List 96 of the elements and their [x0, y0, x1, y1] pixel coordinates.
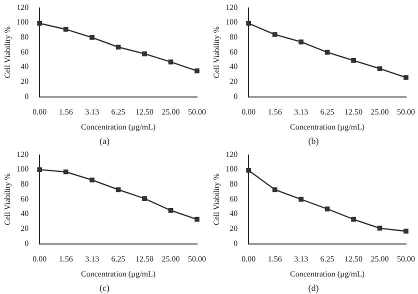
x-tick-label: 12.50 — [136, 254, 154, 264]
text: (b) — [307, 136, 320, 146]
x-tick-label: 1.56 — [58, 254, 73, 264]
x-tick-label: 6.25 — [111, 108, 126, 117]
x-tick-label: 6.25 — [320, 108, 334, 117]
y-tick-label: 40 — [230, 209, 238, 218]
x-tick-label: 6.25 — [111, 254, 126, 264]
point — [324, 50, 330, 55]
x-tick-label: 12.50 — [344, 108, 363, 117]
y-tick-label: 60 — [20, 194, 29, 204]
x-tick-label: 50.00 — [188, 108, 206, 117]
x-tick-label: 0.00 — [32, 108, 47, 117]
point — [377, 226, 382, 231]
point — [194, 216, 200, 222]
y-tick-label: 120 — [16, 2, 29, 12]
x-tick-label: 50.00 — [188, 254, 206, 264]
x-tick-label: 3.13 — [85, 108, 100, 117]
y-tick-label: 120 — [226, 2, 238, 12]
point — [168, 60, 174, 64]
x-tick-label: 12.50 — [136, 108, 154, 117]
x-axis-title: Concentration (µg/mL) — [290, 269, 365, 278]
x-tick-label: 12.50 — [344, 254, 363, 264]
y-axis-title: Cell Viability % — [2, 26, 12, 78]
point — [90, 178, 94, 182]
y-tick-label: 80 — [230, 32, 238, 42]
x-tick-label: 1.56 — [58, 108, 73, 117]
point — [404, 228, 408, 234]
point — [37, 20, 42, 26]
y-tick-label: 80 — [230, 180, 238, 189]
point — [351, 216, 356, 222]
y-tick-label: 100 — [16, 164, 29, 174]
point — [168, 208, 174, 213]
x-tick-label: 25.00 — [162, 254, 180, 264]
y-tick-label: 20 — [230, 224, 238, 234]
y-tick-label: 40 — [20, 62, 29, 72]
point — [377, 66, 382, 72]
y-tick-label: 0 — [24, 238, 29, 248]
point — [116, 187, 121, 192]
y-tick-label: 60 — [20, 47, 29, 56]
point — [351, 58, 356, 63]
x-tick-label: 0.00 — [32, 254, 47, 264]
x-tick-label: 25.00 — [370, 108, 389, 117]
point — [116, 44, 121, 50]
point — [63, 26, 68, 32]
y-axis-title: Cell Viability % — [2, 173, 12, 226]
point — [298, 196, 304, 202]
y-tick-label: 80 — [20, 32, 29, 42]
x-tick-label: 3.13 — [294, 254, 308, 264]
x-axis-title: Concentration (µg/mL) — [81, 122, 156, 132]
point — [194, 68, 200, 74]
x-tick-label: 25.00 — [162, 108, 180, 117]
point — [272, 187, 278, 192]
y-tick-label: 100 — [226, 164, 238, 174]
y-tick-label: 120 — [226, 150, 238, 159]
y-tick-label: 60 — [230, 47, 238, 56]
y-axis-title: Cell Viability % — [212, 26, 221, 78]
x-tick-label: 3.13 — [294, 108, 308, 117]
y-tick-label: 0 — [234, 238, 238, 248]
point — [37, 167, 42, 172]
x-tick-label: 1.56 — [268, 108, 282, 117]
text: (d) — [307, 283, 320, 293]
y-tick-label: 0 — [24, 92, 29, 101]
x-tick-label: 6.25 — [320, 254, 334, 264]
y-tick-label: 20 — [20, 77, 29, 86]
y-axis-title: Cell Viability % — [212, 173, 221, 226]
point — [404, 75, 408, 80]
y-tick-label: 60 — [230, 194, 238, 204]
text: (c) — [98, 283, 110, 293]
x-tick-label: 0.00 — [242, 108, 256, 117]
y-tick-label: 40 — [230, 62, 238, 72]
point — [246, 20, 252, 26]
y-tick-label: 80 — [20, 180, 29, 189]
point — [298, 40, 304, 44]
y-tick-label: 20 — [20, 224, 29, 234]
point — [246, 168, 252, 173]
point — [272, 32, 278, 37]
point — [90, 35, 94, 40]
text: (a) — [98, 136, 110, 146]
x-tick-label: 1.56 — [268, 254, 282, 264]
x-axis-title: Concentration (µg/mL) — [290, 122, 365, 132]
point — [324, 206, 330, 212]
x-axis-title: Concentration (µg/mL) — [81, 269, 156, 278]
y-tick-label: 20 — [230, 77, 238, 86]
x-tick-label: 50.00 — [397, 108, 415, 117]
x-tick-label: 3.13 — [85, 254, 100, 264]
y-tick-label: 100 — [226, 18, 238, 27]
y-tick-label: 40 — [20, 209, 29, 218]
x-tick-label: 50.00 — [397, 254, 415, 264]
y-tick-label: 100 — [16, 18, 29, 27]
x-tick-label: 25.00 — [370, 254, 389, 264]
point — [142, 196, 147, 201]
x-tick-label: 0.00 — [242, 254, 256, 264]
y-tick-label: 120 — [16, 150, 29, 159]
point — [142, 51, 147, 56]
y-tick-label: 0 — [234, 92, 238, 101]
point — [63, 169, 68, 174]
